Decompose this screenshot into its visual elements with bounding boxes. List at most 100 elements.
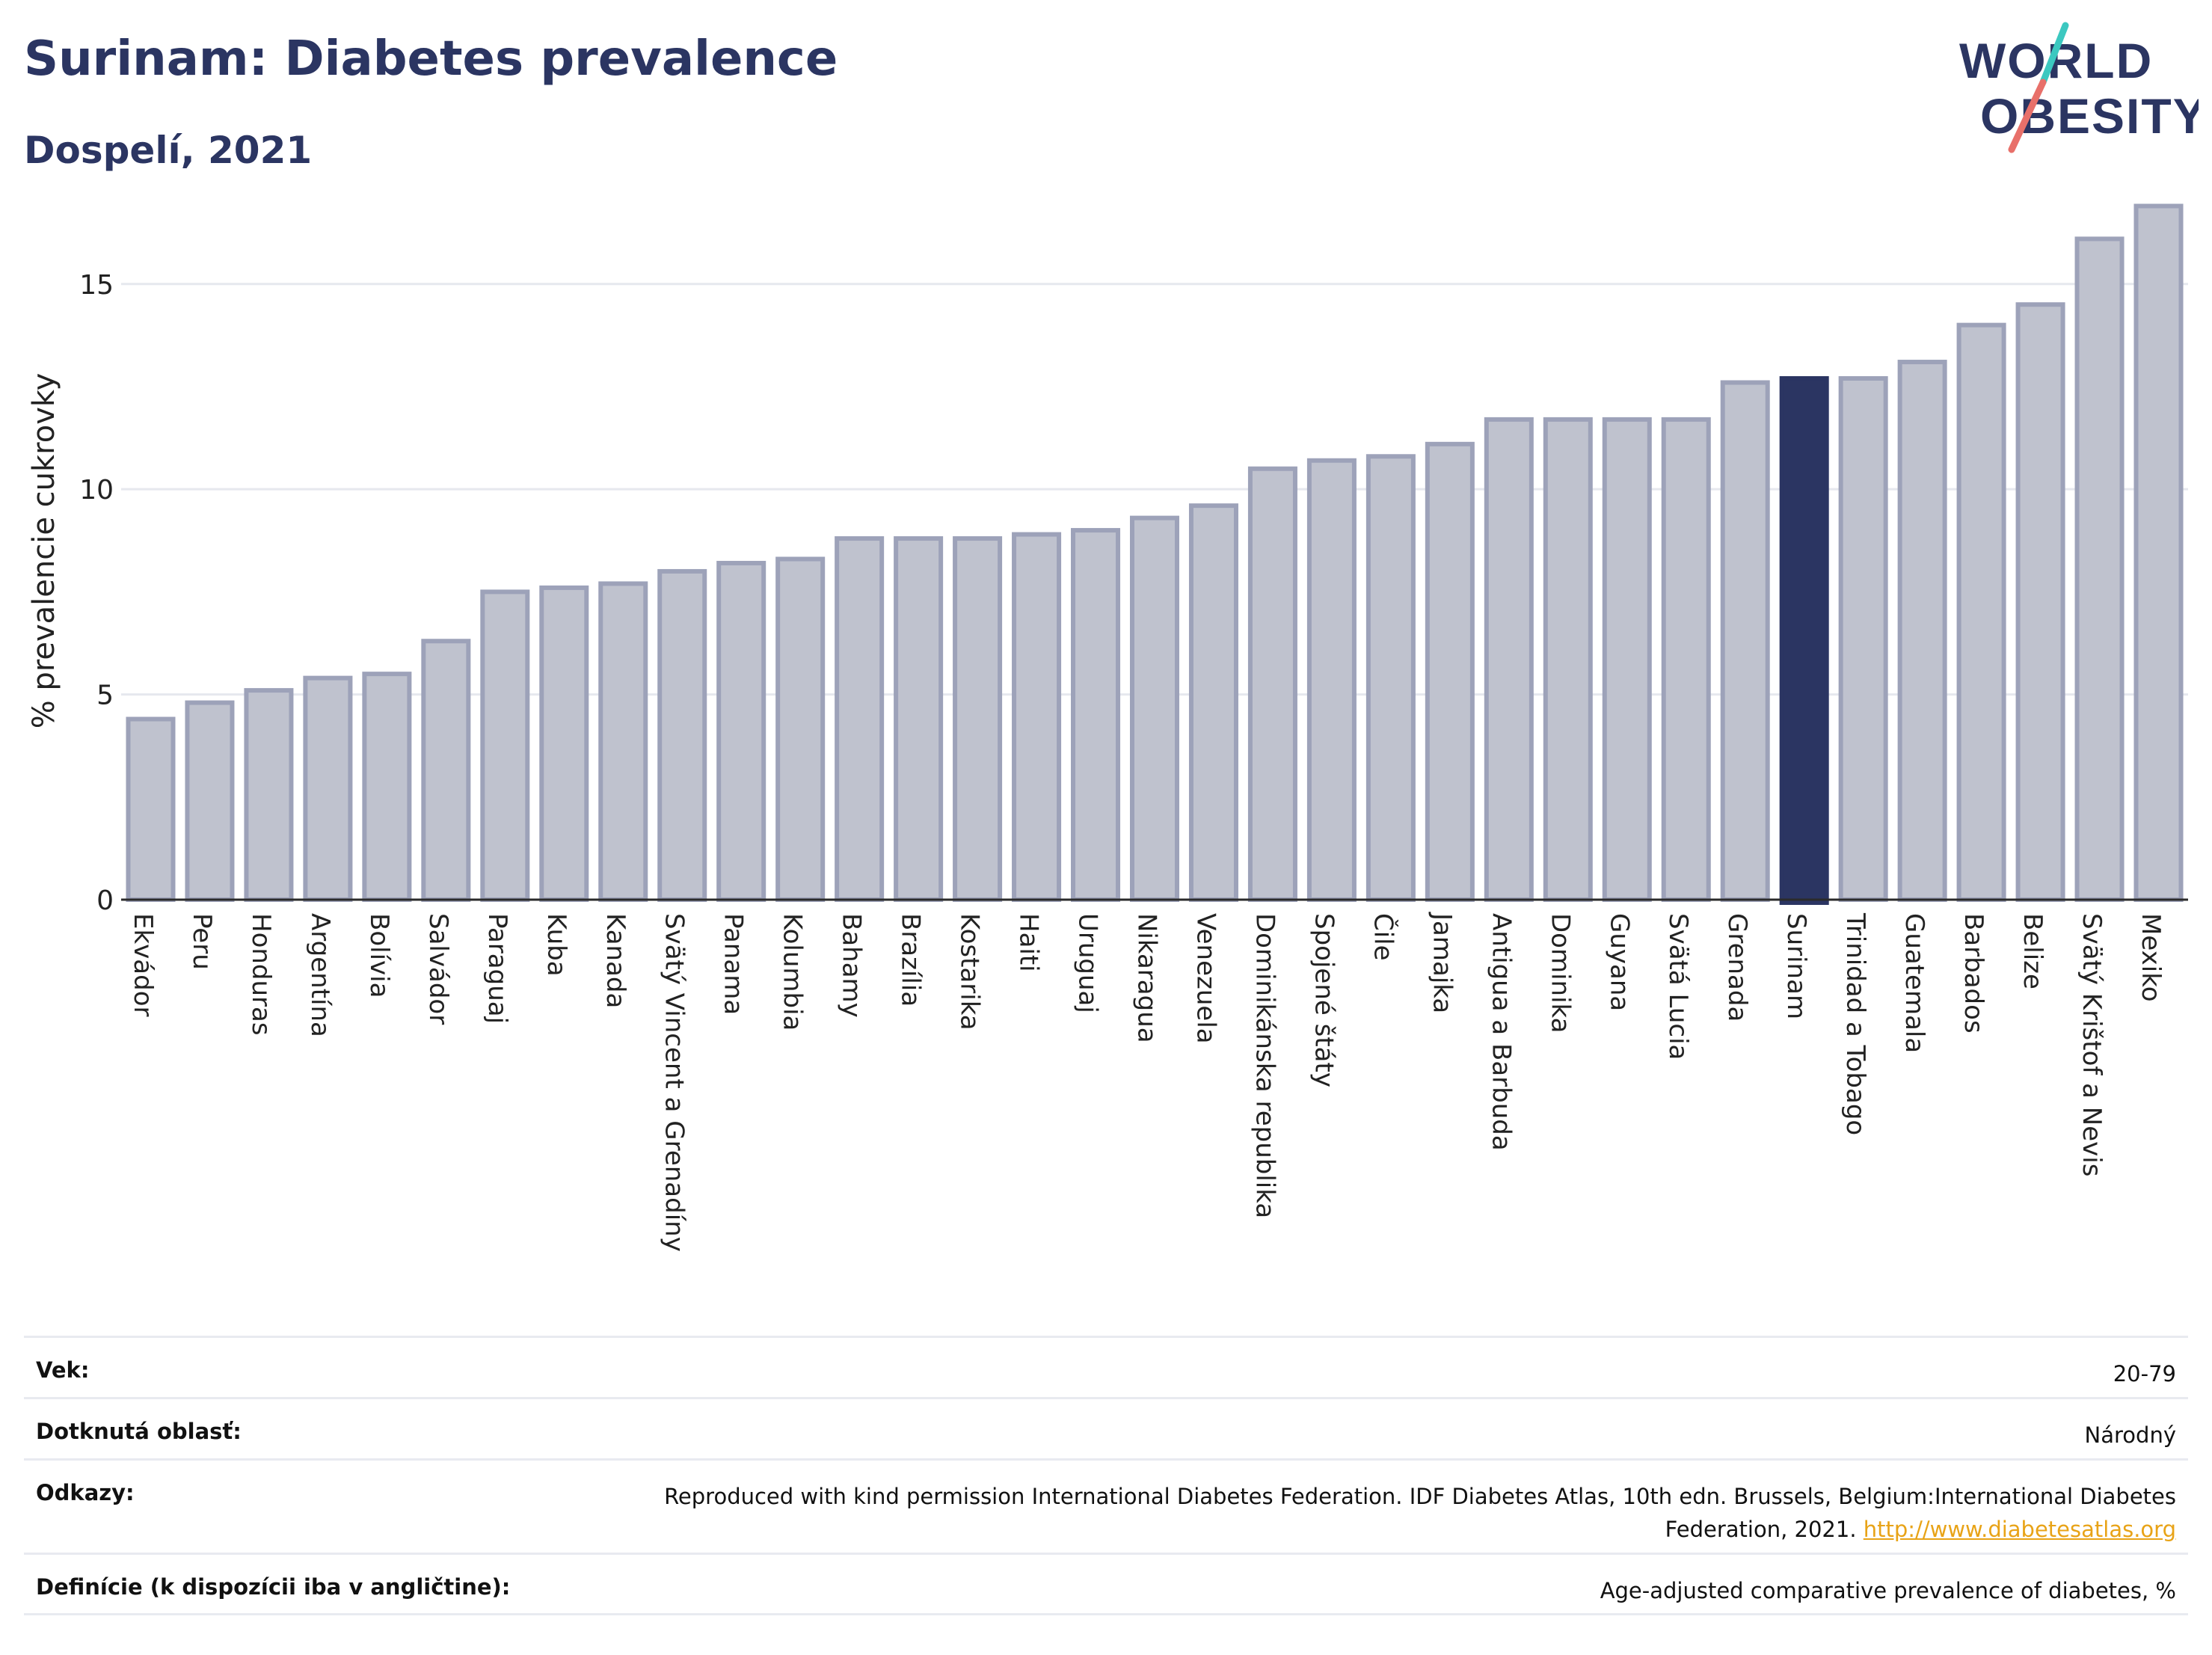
bar bbox=[657, 568, 707, 902]
references-label: Odkazy: bbox=[36, 1480, 135, 1505]
bar-chart: 0 5 10 15 Ekvádor Peru Honduras Argentína Bolív… bbox=[27, 203, 2188, 1252]
x-tick-label: Kuba bbox=[541, 913, 571, 977]
bar bbox=[1012, 532, 1062, 902]
x-tick-label: Kanada bbox=[600, 913, 630, 1008]
x-tick-label: Peru bbox=[187, 913, 217, 970]
bar-highlighted bbox=[1779, 375, 1829, 905]
bar bbox=[1956, 322, 2006, 903]
bar bbox=[2133, 203, 2184, 903]
bar bbox=[1661, 417, 1711, 902]
bar bbox=[1602, 417, 1652, 902]
chart-subtitle: Dospelí, 2021 bbox=[24, 129, 313, 172]
y-tick-label: 10 bbox=[79, 475, 114, 506]
x-tick-label: Kolumbia bbox=[778, 913, 808, 1031]
bar bbox=[1306, 458, 1357, 902]
x-tick-label: Svätá Lucia bbox=[1663, 913, 1693, 1060]
x-tick-label: Argentína bbox=[305, 913, 335, 1037]
x-tick-label: Bolívia bbox=[364, 913, 394, 998]
definitions-value: Age-adjusted comparative prevalence of d… bbox=[1600, 1578, 2176, 1603]
bar bbox=[1897, 360, 1947, 902]
x-tick-label: Bahamy bbox=[837, 913, 867, 1018]
bar bbox=[1365, 454, 1416, 903]
bar bbox=[894, 536, 944, 902]
x-tick-label: Guyana bbox=[1604, 913, 1634, 1011]
x-tick-label: Svätý Vincent a Grenadíny bbox=[660, 913, 689, 1252]
x-tick-label: Brazília bbox=[896, 913, 926, 1007]
references-text: Reproduced with kind permission Internat… bbox=[664, 1484, 2176, 1542]
bar bbox=[716, 560, 766, 902]
logo-word-obesity: OBESITY bbox=[1980, 88, 2199, 144]
diabetes-atlas-link[interactable]: http://www.diabetesatlas.org bbox=[1863, 1517, 2176, 1542]
bar bbox=[1129, 515, 1180, 902]
x-tick-label: Antigua a Barbuda bbox=[1486, 913, 1516, 1151]
info-row-references: Odkazy: Reproduced with kind permission … bbox=[24, 1458, 2188, 1553]
bar bbox=[185, 700, 235, 902]
definitions-label: Definície (k dispozícii iba v angličtine… bbox=[36, 1574, 511, 1600]
bar bbox=[362, 672, 412, 902]
x-tick-label: Salvádor bbox=[423, 913, 453, 1025]
info-row-definitions: Definície (k dispozícii iba v angličtine… bbox=[24, 1553, 2188, 1615]
x-tick-label: Paraguaj bbox=[482, 913, 512, 1024]
x-tick-label: Belize bbox=[2018, 913, 2047, 989]
bar bbox=[1720, 380, 1770, 902]
bar bbox=[126, 716, 176, 902]
x-tick-label: Dominikánska republika bbox=[1250, 913, 1279, 1218]
bar bbox=[1188, 503, 1238, 903]
bar bbox=[1543, 417, 1593, 902]
bar bbox=[421, 639, 471, 902]
x-tick-label: Barbados bbox=[1958, 913, 1988, 1034]
bar bbox=[953, 536, 1003, 902]
bar bbox=[1484, 417, 1534, 902]
references-value: Reproduced with kind permission Internat… bbox=[643, 1480, 2176, 1546]
bar bbox=[1838, 375, 1888, 902]
bar bbox=[598, 581, 648, 902]
area-label: Dotknutá oblasť: bbox=[36, 1419, 242, 1444]
bar bbox=[539, 585, 589, 902]
logo-slash-teal bbox=[2039, 22, 2069, 86]
x-tick-label: Guatemala bbox=[1899, 913, 1929, 1053]
y-tick-label: 5 bbox=[96, 681, 114, 711]
x-tick-label: Uruguaj bbox=[1073, 913, 1103, 1013]
bar bbox=[480, 589, 530, 902]
x-tick-label: Surinam bbox=[1781, 913, 1811, 1019]
x-tick-label: Grenada bbox=[1722, 913, 1752, 1022]
bar bbox=[1247, 466, 1297, 902]
x-tick-label: Svätý Krištof a Nevis bbox=[2077, 913, 2107, 1176]
x-tick-label: Kostarika bbox=[955, 913, 985, 1031]
x-tick-label: Čile bbox=[1368, 913, 1398, 961]
info-row-area: Dotknutá oblasť: Národný bbox=[24, 1397, 2188, 1458]
bar bbox=[2015, 302, 2065, 903]
x-tick-labels: Ekvádor Peru Honduras Argentína Bolívia Salvá… bbox=[128, 912, 2166, 1252]
bar bbox=[303, 675, 353, 903]
bar bbox=[1425, 441, 1475, 902]
bar bbox=[775, 556, 826, 902]
x-tick-label: Venezuela bbox=[1191, 913, 1220, 1044]
x-tick-label: Mexiko bbox=[2136, 913, 2166, 1002]
bar bbox=[244, 688, 294, 902]
x-tick-label: Trinidad a Tobago bbox=[1840, 912, 1870, 1135]
chart-title: Surinam: Diabetes prevalence bbox=[24, 31, 838, 87]
info-table: Vek: 20-79 Dotknutá oblasť: Národný Odka… bbox=[24, 1336, 2188, 1615]
bar bbox=[1071, 528, 1121, 902]
x-tick-label: Ekvádor bbox=[128, 913, 158, 1017]
bar bbox=[835, 536, 885, 902]
logo-slash-coral bbox=[2008, 79, 2047, 153]
bars bbox=[126, 203, 2184, 905]
world-obesity-logo: WORLD OBESITY bbox=[1959, 22, 2199, 153]
bar bbox=[2074, 236, 2125, 903]
x-tick-label: Jamajka bbox=[1427, 912, 1457, 1013]
y-tick-label: 15 bbox=[79, 270, 114, 301]
y-tick-labels: 0 5 10 15 bbox=[79, 270, 114, 916]
x-tick-label: Nikaragua bbox=[1132, 913, 1162, 1043]
x-tick-label: Spojené štáty bbox=[1309, 913, 1339, 1087]
x-tick-label: Dominika bbox=[1545, 913, 1575, 1033]
x-tick-label: Haiti bbox=[1014, 913, 1044, 972]
area-value: Národný bbox=[2084, 1422, 2176, 1448]
x-tick-label: Panama bbox=[719, 913, 749, 1015]
x-tick-label: Honduras bbox=[246, 913, 276, 1036]
info-row-age: Vek: 20-79 bbox=[24, 1336, 2188, 1397]
age-value: 20-79 bbox=[2113, 1361, 2176, 1387]
y-tick-label: 0 bbox=[96, 885, 114, 916]
age-label: Vek: bbox=[36, 1357, 90, 1383]
y-axis-label: % prevalencie cukrovky bbox=[27, 373, 61, 729]
